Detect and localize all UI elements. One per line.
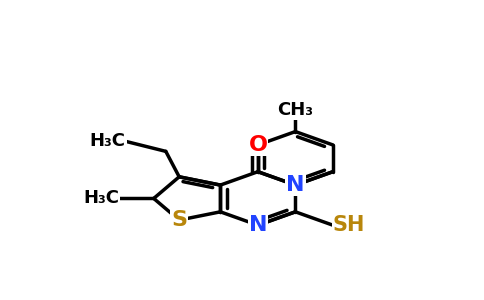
Text: N: N [249,215,267,235]
Text: N: N [286,175,304,195]
Text: S: S [171,210,187,230]
Text: SH: SH [333,215,365,235]
Text: H₃C: H₃C [90,132,126,150]
Text: CH₃: CH₃ [277,101,313,119]
Text: H₃C: H₃C [83,189,119,207]
Text: O: O [248,135,267,155]
